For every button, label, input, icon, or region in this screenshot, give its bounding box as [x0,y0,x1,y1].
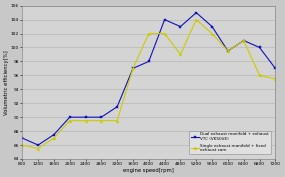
Single exhaust manifold + fixed
exhaust cam [226,50,230,52]
Single exhaust manifold + fixed
exhaust cam [131,67,135,69]
Single exhaust manifold + fixed
exhaust cam [21,144,24,146]
Single exhaust manifold + fixed
exhaust cam [68,120,72,122]
Dual exhaust manifold + exhaust
VTC (VK50VE) [274,67,277,69]
Dual exhaust manifold + exhaust
VTC (VK50VE) [258,46,261,48]
Dual exhaust manifold + exhaust
VTC (VK50VE) [115,106,119,108]
Single exhaust manifold + fixed
exhaust cam [179,53,182,56]
Dual exhaust manifold + exhaust
VTC (VK50VE) [242,39,245,42]
Single exhaust manifold + fixed
exhaust cam [115,120,119,122]
Single exhaust manifold + fixed
exhaust cam [84,120,87,122]
Single exhaust manifold + fixed
exhaust cam [242,39,245,42]
Line: Dual exhaust manifold + exhaust
VTC (VK50VE): Dual exhaust manifold + exhaust VTC (VK5… [21,11,277,146]
Dual exhaust manifold + exhaust
VTC (VK50VE) [210,25,214,28]
Single exhaust manifold + fixed
exhaust cam [163,32,166,35]
Dual exhaust manifold + exhaust
VTC (VK50VE) [147,60,150,62]
Single exhaust manifold + fixed
exhaust cam [36,147,40,150]
Dual exhaust manifold + exhaust
VTC (VK50VE) [131,67,135,69]
Single exhaust manifold + fixed
exhaust cam [210,32,214,35]
Dual exhaust manifold + exhaust
VTC (VK50VE) [100,116,103,118]
Legend: Dual exhaust manifold + exhaust
VTC (VK50VE), Single exhaust manifold + fixed
ex: Dual exhaust manifold + exhaust VTC (VK5… [190,131,271,154]
Dual exhaust manifold + exhaust
VTC (VK50VE) [21,137,24,139]
Dual exhaust manifold + exhaust
VTC (VK50VE) [226,50,230,52]
Dual exhaust manifold + exhaust
VTC (VK50VE) [84,116,87,118]
Dual exhaust manifold + exhaust
VTC (VK50VE) [163,19,166,21]
Single exhaust manifold + fixed
exhaust cam [258,74,261,76]
Single exhaust manifold + fixed
exhaust cam [52,137,56,139]
Dual exhaust manifold + exhaust
VTC (VK50VE) [68,116,72,118]
Dual exhaust manifold + exhaust
VTC (VK50VE) [195,12,198,14]
Dual exhaust manifold + exhaust
VTC (VK50VE) [36,144,40,146]
Y-axis label: Volumetric efficiency[%]: Volumetric efficiency[%] [4,50,9,115]
X-axis label: engine speed[rpm]: engine speed[rpm] [123,168,174,173]
Line: Single exhaust manifold + fixed
exhaust cam: Single exhaust manifold + fixed exhaust … [21,18,277,150]
Single exhaust manifold + fixed
exhaust cam [100,120,103,122]
Single exhaust manifold + fixed
exhaust cam [274,78,277,80]
Dual exhaust manifold + exhaust
VTC (VK50VE) [179,25,182,28]
Dual exhaust manifold + exhaust
VTC (VK50VE) [52,133,56,136]
Single exhaust manifold + fixed
exhaust cam [195,19,198,21]
Single exhaust manifold + fixed
exhaust cam [147,32,150,35]
